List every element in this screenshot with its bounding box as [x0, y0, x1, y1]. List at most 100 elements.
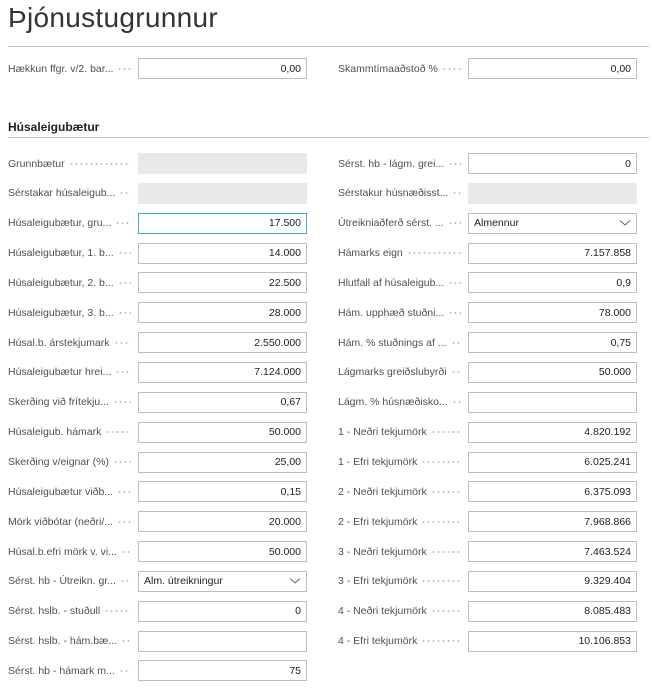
field-label: Sérst. hslb. - stuðull [8, 605, 135, 617]
leader-dots [421, 580, 461, 583]
label-text: Sérstakur húsnæðisst... [338, 187, 449, 200]
field: Húsaleigubætur hrei... 7.124.000 [8, 361, 308, 384]
leader-dots [447, 222, 461, 225]
input-box[interactable]: 0,75 [468, 332, 637, 354]
input-box[interactable]: 50.000 [138, 421, 307, 443]
field-value: 9.329.404 [584, 575, 631, 588]
input-box[interactable]: 2.550.000 [138, 332, 307, 354]
input-box[interactable]: 7.463.524 [468, 541, 637, 563]
input-box[interactable]: 28.000 [138, 302, 307, 324]
field-value: 50.000 [268, 426, 301, 439]
input-box[interactable]: 7.968.866 [468, 511, 637, 533]
field-label: Húsaleigubætur, 1. b... [8, 247, 135, 259]
input-box [138, 182, 307, 204]
field-value: 0 [295, 605, 301, 618]
field: Sérst. hslb. - stuðull 0 [8, 600, 308, 623]
leader-dots [112, 401, 131, 404]
field: Skammtímaaðstoð % 0,00 [338, 57, 638, 80]
field: Sérst. hb - Útreikn. gr... Alm. útreiknin… [8, 570, 308, 593]
input-box[interactable]: 0,9 [468, 272, 637, 294]
input-box[interactable]: 17.500 [138, 212, 307, 234]
field-label: Sérst. hslb. - hám.bæ... [8, 635, 135, 647]
input-box[interactable]: 10.106.853 [468, 630, 637, 652]
input-box[interactable]: 50.000 [138, 541, 307, 563]
input-box[interactable]: 50.000 [468, 361, 637, 383]
field: Húsal.b. árstekjumark 2.550.000 [8, 331, 308, 354]
input-box[interactable]: 25,00 [138, 451, 307, 473]
label-text: Hækkun ffgr. v/2. bar... [8, 62, 114, 75]
field: 1 - Efri tekjumörk 6.025.241 [338, 451, 638, 474]
leader-dots [68, 162, 131, 165]
field-value: 4.820.192 [584, 426, 631, 439]
field-label: Mörk viðbótar (neðri/... [8, 516, 135, 528]
input-box[interactable]: 8.085.483 [468, 600, 637, 622]
leader-dots [113, 341, 131, 344]
leader-dots [105, 431, 131, 434]
label-text: Hámarks eign [338, 247, 403, 260]
field: Húsaleigubætur viðb... 0,15 [8, 480, 308, 503]
field-value: 0,9 [616, 276, 631, 289]
input-box[interactable]: 0 [138, 600, 307, 622]
input-box[interactable]: 20.000 [138, 511, 307, 533]
field-value: 10.106.853 [578, 635, 631, 648]
field-label: Húsaleigubætur, 2. b... [8, 277, 135, 289]
chevron [289, 578, 301, 585]
label-text: Sérstakar húsaleigub... [8, 187, 116, 200]
input-box[interactable]: 0,00 [468, 58, 637, 79]
input-box[interactable]: 22.500 [138, 272, 307, 294]
field-label: Skammtímaaðstoð % [338, 63, 465, 75]
field: Skerðing við frítekju... 0,67 [8, 391, 308, 414]
leader-dots [421, 520, 461, 523]
field-label: 3 - Neðri tekjumörk [338, 546, 465, 558]
field: Mörk viðbótar (neðri/... 20.000 [8, 510, 308, 533]
label-text: Húsal.b.efri mörk v. vi... [8, 545, 117, 558]
input-box[interactable]: 78.000 [468, 302, 637, 324]
input-box[interactable]: 7.124.000 [138, 361, 307, 383]
input-box[interactable]: 75 [138, 660, 307, 682]
field-value: 0,00 [280, 62, 301, 75]
input-box[interactable]: 7.157.858 [468, 242, 637, 264]
label-text: Lágmarks greiðslubyrði [338, 366, 447, 379]
label-text: 3 - Efri tekjumörk [338, 575, 418, 588]
input-box[interactable] [138, 630, 307, 652]
leader-dots [430, 431, 461, 434]
dropdown[interactable]: Almennur [468, 212, 637, 234]
field: Húsaleigubætur, 1. b... 14.000 [8, 242, 308, 265]
input-box[interactable]: 6.025.241 [468, 451, 637, 473]
field: Húsaleigub. hámark 50.000 [8, 421, 308, 444]
input-box[interactable]: 9.329.404 [468, 570, 637, 592]
input-box[interactable]: 0,67 [138, 391, 307, 413]
field: Sérst. hb - hámark m... 75 [8, 659, 308, 682]
leader-dots [421, 640, 461, 643]
input-box[interactable]: 14.000 [138, 242, 307, 264]
leader-dots [115, 371, 131, 374]
field-value: 28.000 [268, 306, 301, 319]
field: 4 - Neðri tekjumörk 8.085.483 [338, 600, 638, 623]
input-box[interactable]: 0,15 [138, 481, 307, 503]
field-value: 50.000 [268, 545, 301, 558]
field: Grunnbætur [8, 152, 308, 175]
input-box[interactable] [468, 391, 637, 413]
label-text: Húsaleigubætur, gru... [8, 217, 112, 230]
field-value: 75 [289, 664, 301, 677]
input-box[interactable]: 0 [468, 153, 637, 174]
field-value: 0 [625, 157, 631, 170]
field-value: Alm. útreikningur [144, 575, 223, 588]
leader-dots [448, 311, 461, 314]
field-label: Hám. % stuðnings af ... [338, 337, 465, 349]
label-text: Grunnbætur [8, 157, 65, 170]
leader-dots [112, 461, 131, 463]
field: Húsaleigubætur, 3. b... 28.000 [8, 301, 308, 324]
label-text: 3 - Neðri tekjumörk [338, 545, 427, 558]
label-text: Sérst. hb - hámark m... [8, 664, 115, 677]
label-text: Húsaleigub. hámark [8, 426, 102, 439]
field-label: Húsaleigubætur, gru... [8, 217, 135, 229]
field-label: Húsal.b. árstekjumark [8, 337, 135, 349]
input-box[interactable]: 4.820.192 [468, 421, 637, 443]
field: 4 - Efri tekjumörk 10.106.853 [338, 630, 638, 653]
input-box[interactable]: 0,00 [138, 58, 307, 79]
input-box[interactable]: 6.375.093 [468, 481, 637, 503]
dropdown[interactable]: Alm. útreikningur [138, 570, 307, 592]
field-label: Lágmarks greiðslubyrði [338, 366, 465, 378]
field-label: Hlutfall af húsaleigub... [338, 277, 465, 289]
